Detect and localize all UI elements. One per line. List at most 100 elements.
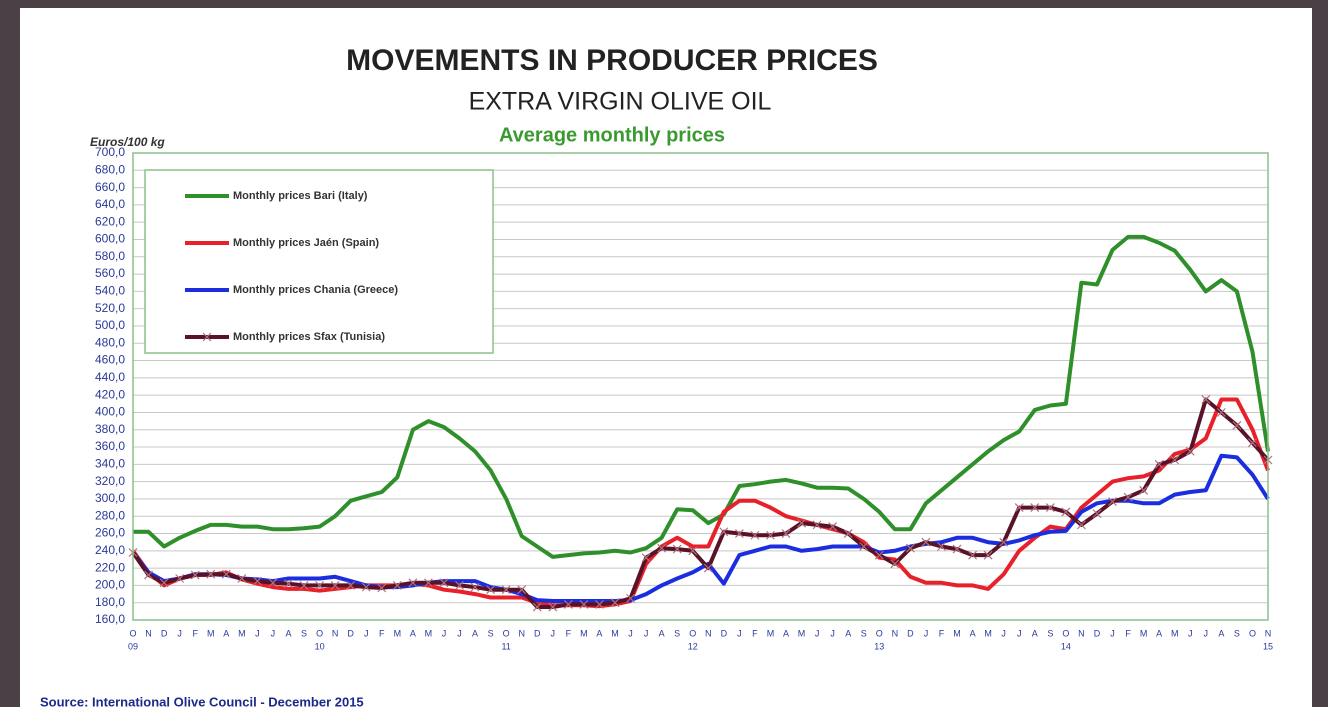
x-tick-label: A (783, 628, 789, 638)
marker (1201, 395, 1211, 404)
x-tick-label: J (551, 628, 556, 638)
x-tick-label: J (1204, 628, 1209, 638)
y-tick-label: 380,0 (95, 422, 125, 436)
y-tick-label: 520,0 (95, 301, 125, 315)
plot-border (132, 152, 1269, 621)
y-tick-label: 320,0 (95, 474, 125, 488)
x-tick-label: N (1078, 628, 1085, 638)
marker (797, 518, 806, 528)
year-label: 15 (1263, 641, 1273, 651)
y-tick-label: 340,0 (95, 457, 125, 471)
marker (905, 543, 915, 553)
source: Source: International Olive Council - De… (40, 694, 364, 707)
legend: Monthly prices Bari (Italy) Monthly price… (144, 169, 494, 354)
marker (252, 576, 262, 586)
x-tick-label: F (379, 628, 385, 638)
x-tick-label: M (207, 628, 215, 638)
x-tick-label: F (566, 628, 572, 638)
subtitle: EXTRA VIRGIN OLIVE OIL (469, 88, 772, 116)
x-tick-label: J (644, 628, 649, 638)
marker (983, 550, 993, 560)
y-tick-label: 300,0 (95, 491, 125, 505)
x-tick-label: A (223, 628, 229, 638)
chart-title: Average monthly prices (499, 124, 725, 146)
x-tick-label: J (271, 628, 276, 638)
marker (346, 580, 356, 590)
x-tick-label: O (876, 628, 883, 638)
marker (1108, 497, 1117, 506)
marker (859, 542, 869, 551)
marker (517, 585, 527, 595)
y-tick-label: 280,0 (95, 508, 125, 522)
marker (766, 530, 775, 540)
x-tick-label: J (177, 628, 182, 638)
y-tick-label: 240,0 (95, 543, 125, 557)
marker (486, 585, 496, 595)
marker (952, 544, 962, 554)
x-tick-label: A (1032, 628, 1038, 638)
marker (408, 578, 418, 588)
marker (1232, 420, 1242, 430)
x-tick-label: N (145, 628, 152, 638)
x-tick-label: M (953, 628, 961, 638)
plot (128, 234, 1273, 612)
x-tick-label: S (1234, 628, 1240, 638)
x-tick-label: M (394, 628, 402, 638)
x-tick-label: F (1125, 628, 1131, 638)
marker (579, 600, 589, 609)
x-tick-label: S (488, 628, 494, 638)
y-tick-label: 640,0 (95, 197, 125, 211)
x-tick-label: M (984, 628, 992, 638)
marker (159, 578, 169, 588)
x-tick-label: J (1110, 628, 1115, 638)
y-tick-label: 200,0 (95, 578, 125, 592)
marker (1248, 438, 1257, 448)
title: MOVEMENTS IN PRODUCER PRICES (346, 44, 878, 77)
legend-label: Monthly prices Chania (Greece) (233, 284, 398, 296)
x-tick-label: M (580, 628, 588, 638)
legend-label: Monthly prices Jaén (Spain) (233, 237, 379, 249)
year-label: 12 (688, 641, 698, 651)
x-tick-label: A (1218, 628, 1224, 638)
marker (734, 529, 744, 538)
legend-label: Monthly prices Sfax (Tunisia) (233, 331, 385, 343)
x-tick-label: J (457, 628, 462, 638)
marker (1030, 503, 1040, 512)
x-tick-label: J (364, 628, 369, 638)
x-tick-label: J (442, 628, 447, 638)
year-label: 13 (874, 641, 884, 651)
x-tick-label: F (752, 628, 758, 638)
series-line (131, 397, 1270, 609)
x-tick-label: A (472, 628, 478, 638)
marker (703, 563, 713, 573)
series-line (131, 453, 1270, 603)
legend-label: Monthly prices Bari (Italy) (233, 190, 368, 202)
marker (968, 550, 978, 560)
marker (470, 582, 480, 592)
marker (1045, 503, 1055, 512)
marker (175, 574, 185, 583)
y-tick-label: 580,0 (95, 249, 125, 263)
x-tick-label: O (503, 628, 510, 638)
x-tick-label: A (1156, 628, 1162, 638)
marker (439, 578, 449, 588)
y-tick-label: 460,0 (95, 353, 125, 367)
x-tick-label: A (410, 628, 416, 638)
panel (20, 8, 1312, 707)
marker (1123, 492, 1133, 502)
x-tick-label: F (192, 628, 198, 638)
y-tick-label: 500,0 (95, 318, 125, 332)
marker (610, 598, 620, 608)
x-tick-label: O (689, 628, 696, 638)
marker (812, 520, 822, 530)
marker (237, 574, 247, 583)
y-tick-label: 600,0 (95, 232, 125, 246)
y-tick-label: 260,0 (95, 526, 125, 540)
marker (1170, 455, 1180, 465)
x-tick-label: A (845, 628, 851, 638)
marker (999, 537, 1009, 547)
marker (843, 529, 853, 538)
x-tick-label: S (1047, 628, 1053, 638)
